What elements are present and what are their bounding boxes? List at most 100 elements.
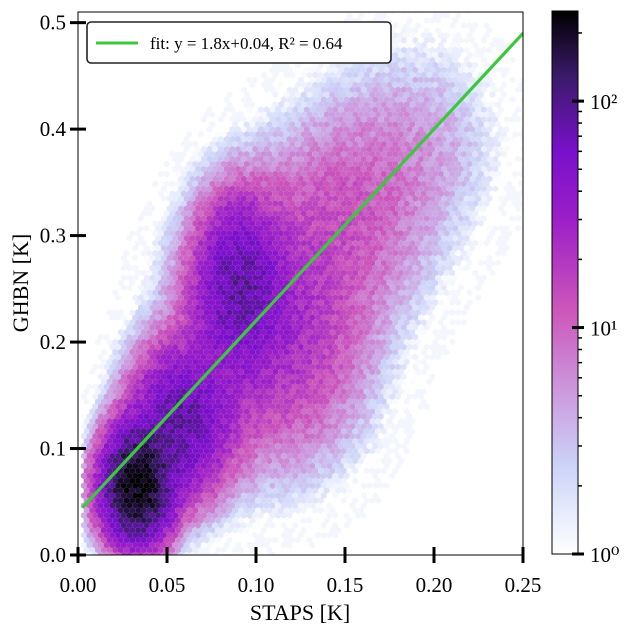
hex-cell — [358, 309, 364, 316]
hex-cell — [400, 363, 407, 371]
hex-cell — [283, 388, 290, 395]
hex-cell — [243, 319, 250, 326]
hex-cell — [160, 522, 167, 529]
hex-cell — [292, 423, 299, 430]
hex-cell — [143, 492, 150, 499]
hex-cell — [135, 546, 141, 554]
hex-cell — [252, 541, 258, 549]
hex-cell — [163, 457, 170, 465]
hex-cell — [300, 517, 307, 524]
hex-cell — [340, 487, 347, 494]
hex-cell — [360, 363, 367, 371]
hex-cell — [375, 329, 381, 336]
hex-cell — [186, 507, 193, 514]
hex-cell — [212, 492, 218, 499]
hex-cell — [455, 319, 461, 326]
hex-cell — [175, 408, 181, 415]
hex-cell — [238, 319, 244, 326]
hex-cell — [298, 442, 304, 450]
hex-cell — [203, 447, 210, 455]
hex-cell — [366, 353, 373, 361]
hex-cell — [415, 309, 421, 316]
hex-cell — [86, 512, 93, 519]
hex-cell — [275, 403, 281, 410]
hex-cell — [395, 423, 401, 430]
hex-cell — [400, 324, 407, 331]
hex-cell — [135, 408, 141, 415]
hex-cell — [223, 363, 230, 371]
hex-cell — [226, 358, 233, 366]
hex-cell — [395, 343, 401, 351]
hex-cell — [369, 447, 376, 455]
hex-cell — [155, 403, 161, 410]
hex-cell — [200, 512, 207, 519]
hex-cell — [103, 492, 110, 499]
hex-cell — [335, 368, 341, 376]
hex-cell — [389, 393, 396, 400]
hex-cell — [120, 442, 127, 450]
hex-cell — [200, 432, 207, 440]
hex-cell — [98, 492, 104, 499]
hex-cell — [192, 447, 198, 455]
hex-cell — [392, 378, 399, 385]
hex-cell — [349, 393, 356, 400]
hex-cell — [326, 442, 333, 450]
hex-cell — [118, 546, 124, 554]
hex-cell — [289, 487, 296, 494]
hex-cell — [209, 437, 216, 445]
hex-cell — [115, 492, 121, 499]
hex-cell — [403, 329, 410, 336]
hex-cell — [295, 487, 301, 494]
hex-cell — [249, 487, 256, 494]
hex-cell — [369, 427, 376, 435]
hex-cell — [283, 497, 290, 504]
hex-cell — [298, 383, 304, 390]
hex-cell — [380, 348, 387, 356]
hex-cell — [380, 319, 387, 326]
hex-cell — [298, 413, 304, 420]
hex-cell — [138, 482, 144, 489]
hex-cell — [243, 437, 250, 445]
hex-cell — [149, 423, 156, 430]
hex-cell — [443, 329, 450, 336]
hex-cell — [140, 388, 147, 395]
hex-cell — [252, 403, 258, 410]
hex-cell — [449, 309, 456, 316]
hex-cell — [378, 413, 384, 420]
hex-cell — [95, 507, 101, 514]
hex-cell — [189, 343, 196, 351]
hex-cell — [223, 324, 230, 331]
hex-cell — [312, 437, 319, 445]
hex-cell — [106, 309, 113, 316]
hex-cell — [280, 393, 287, 400]
hex-cell — [266, 319, 273, 326]
hex-cell — [423, 353, 430, 361]
hex-cell — [183, 314, 190, 321]
hex-cell — [289, 398, 296, 405]
hex-cell — [246, 541, 253, 549]
hex-cell — [112, 408, 118, 415]
hex-cell — [192, 358, 198, 366]
hex-cell — [418, 324, 424, 331]
hex-cell — [343, 383, 350, 390]
hex-cell — [132, 522, 138, 529]
hex-cell — [352, 467, 359, 475]
hex-cell — [258, 492, 264, 499]
hex-cell — [343, 373, 350, 381]
hex-cell — [132, 512, 138, 519]
hex-cell — [258, 423, 264, 430]
hex-cell — [135, 388, 141, 395]
hex-cell — [112, 378, 118, 385]
hex-cell — [352, 457, 359, 465]
hex-cell — [218, 333, 224, 341]
hex-cell — [112, 546, 118, 554]
hex-cell — [352, 437, 359, 445]
hex-cell — [163, 358, 170, 366]
hex-cell — [255, 447, 261, 455]
hex-cell — [258, 324, 264, 331]
hex-cell — [175, 517, 181, 524]
hex-cell — [303, 413, 310, 420]
hex-cell — [235, 423, 241, 430]
hex-cell — [135, 348, 141, 356]
hex-cell — [152, 517, 158, 524]
